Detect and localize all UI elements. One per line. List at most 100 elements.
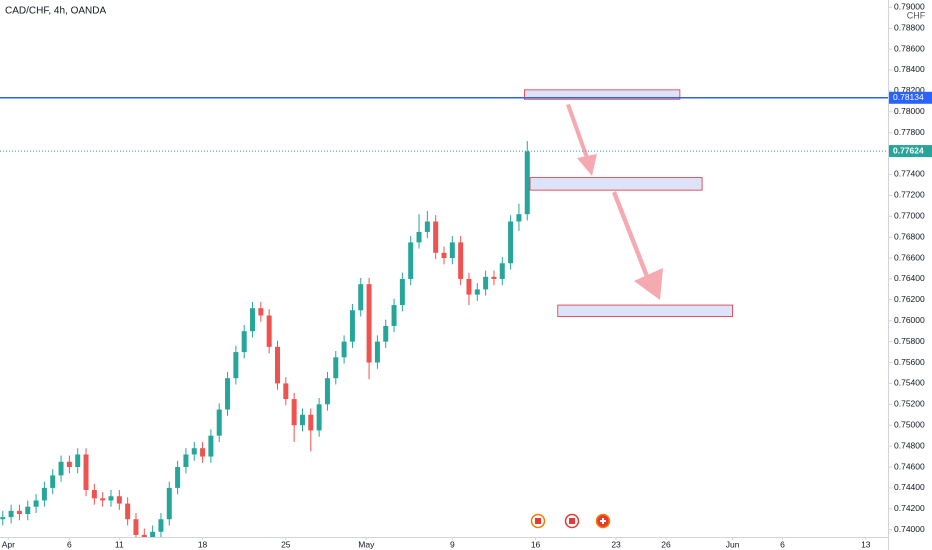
zone [557,304,734,317]
x-tick-label: 6 [67,539,72,549]
candle-body [133,519,139,535]
candle-body [25,506,31,515]
candle-body [216,409,222,436]
y-tick-label: 0.78200 [894,85,925,95]
candle-body [241,331,247,353]
x-tick-label: 18 [198,539,208,549]
x-tick-label: 13 [861,539,871,549]
candle-body [508,221,514,264]
y-tick-label: 0.76600 [894,252,925,262]
candle-body [474,289,480,295]
flag [535,518,541,524]
candle-body [374,341,380,363]
candle-body [191,448,197,455]
zone [524,89,681,100]
flag [569,518,575,524]
candle-body [349,310,355,342]
candle-body [283,383,289,400]
candle-body [116,496,122,504]
y-tick-label: 0.74000 [894,524,925,534]
chart-title: CAD/CHF, 4h, OANDA [5,6,106,17]
candle-body [449,242,455,259]
y-tick-label: 0.75000 [894,419,925,429]
y-tick-label: 0.77000 [894,211,925,221]
candle-body [58,461,64,476]
candle-body [158,519,164,532]
candle-body [91,489,97,499]
candle-body [299,414,305,426]
y-tick-label: 0.74200 [894,503,925,513]
candle-body [366,284,372,363]
price-tag-label: 0.78134 [893,92,924,102]
x-tick-label: 11 [115,539,124,549]
y-tick-label: 0.78400 [894,64,925,74]
y-tick-label: 0.78000 [894,106,925,116]
candle-body [75,454,81,468]
drawings [524,89,734,317]
candle-body [291,399,297,426]
candle-body [391,305,397,326]
x-tick-label: 26 [661,539,671,549]
candle-body [225,378,231,410]
candle-body [50,475,56,488]
cross [600,518,606,524]
x-tick-label: 6 [780,539,785,549]
candle-body [433,221,439,253]
candle-body [399,278,405,306]
candle-body [183,454,189,468]
candle-body [516,214,522,222]
candle-body [150,531,156,537]
candle-body [0,517,6,520]
zone [529,177,703,191]
candle-body [266,315,272,347]
y-tick-label: 0.75200 [894,399,925,409]
y-tick-label: 0.76800 [894,231,925,241]
y-tick-label: 0.77400 [894,169,925,179]
price-tag [889,145,932,158]
candle-body [233,352,239,379]
candle-body [100,498,106,501]
candle-body [316,404,322,431]
x-tick-label: 25 [281,539,291,549]
y-tick-label: 0.76200 [894,294,925,304]
arrow [566,104,663,300]
price-tag-label: 0.77624 [893,145,924,155]
x-tick-label: Jun [726,539,740,549]
candle-body [41,487,47,501]
candle-body [258,308,264,316]
candle-body [83,454,89,490]
candle-body [441,252,447,259]
candle-body [250,308,256,332]
y-tick-label: 0.74600 [894,461,925,471]
candle-body [8,510,14,518]
candle-body [324,378,330,405]
candle-body [458,242,464,279]
y-tick-label: 0.74800 [894,440,925,450]
x-tick-label: 16 [531,539,541,549]
candle-body [166,487,172,520]
x-tick-label: 23 [611,539,621,549]
y-tick-label: 0.75800 [894,336,925,346]
currency-label: CHF [907,10,926,20]
y-tick-label: 0.79000 [894,2,925,12]
candle-body [408,242,414,279]
candle-body [416,231,422,243]
candle-body [358,284,364,311]
candle-body [333,357,339,379]
x-tick-label: Apr [2,539,15,549]
y-tick-label: 0.77200 [894,190,925,200]
candle-body [275,346,280,384]
y-tick-label: 0.78800 [894,22,925,32]
y-tick-label: 0.76400 [894,273,925,283]
candle-body [141,534,147,537]
candle-body [33,500,39,507]
plot-area [0,141,530,537]
y-tick-label: 0.77800 [894,127,925,137]
y-tick-label: 0.75400 [894,378,925,388]
candle-body [108,496,114,501]
candle-body [200,448,206,457]
candle-body [383,325,389,342]
price-tag [889,91,932,104]
candle-body [66,461,72,468]
